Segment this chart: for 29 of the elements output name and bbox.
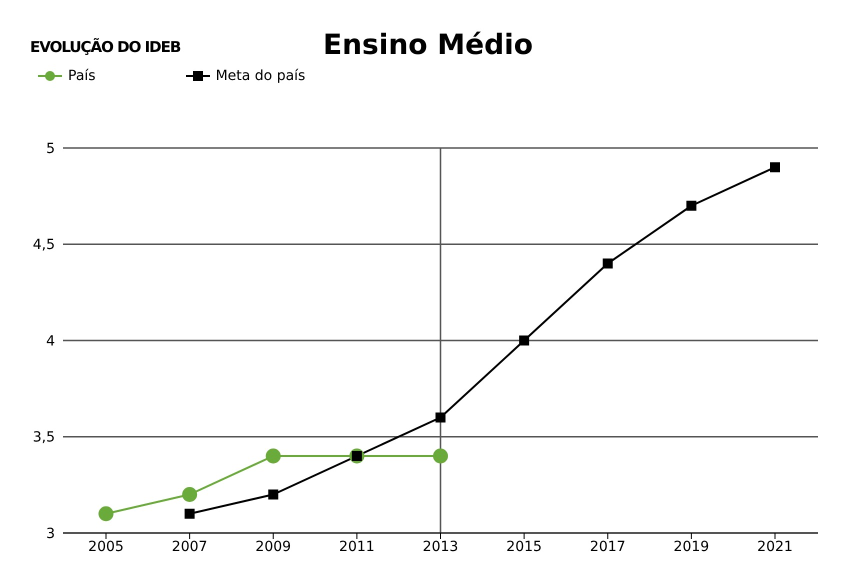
legend-label: Meta do país — [216, 68, 306, 84]
y-tick-label: 3 — [46, 526, 55, 542]
point — [433, 448, 448, 464]
point — [184, 508, 195, 519]
x-tick-label: 2017 — [590, 538, 626, 555]
point — [268, 490, 278, 500]
x-tick-label: 2005 — [88, 538, 124, 555]
legend-label: País — [68, 68, 96, 84]
x-tick-label: 2015 — [506, 538, 542, 555]
x-tick-label: 2009 — [255, 538, 292, 555]
chart-title: Ensino Médio — [323, 28, 533, 61]
point — [519, 336, 530, 346]
x-tick-label: 2007 — [172, 538, 208, 555]
y-tick-label: 4 — [46, 333, 56, 350]
point — [770, 162, 780, 172]
point — [266, 448, 281, 464]
x-tick-label: 2013 — [422, 538, 458, 555]
y-tick-label: 3,5 — [32, 430, 55, 446]
point — [686, 200, 696, 211]
x-tick-label: 2019 — [674, 538, 710, 555]
y-tick-label: 4,5 — [32, 237, 55, 254]
chart-subtitle: EVOLUÇÃO DO IDEB — [30, 38, 180, 56]
point — [98, 506, 114, 522]
point — [602, 258, 613, 268]
y-tick-label: 5 — [46, 140, 55, 157]
x-tick-label: 2011 — [339, 538, 375, 555]
point — [436, 412, 446, 422]
point — [182, 487, 198, 502]
x-tick-label: 2021 — [757, 538, 793, 555]
